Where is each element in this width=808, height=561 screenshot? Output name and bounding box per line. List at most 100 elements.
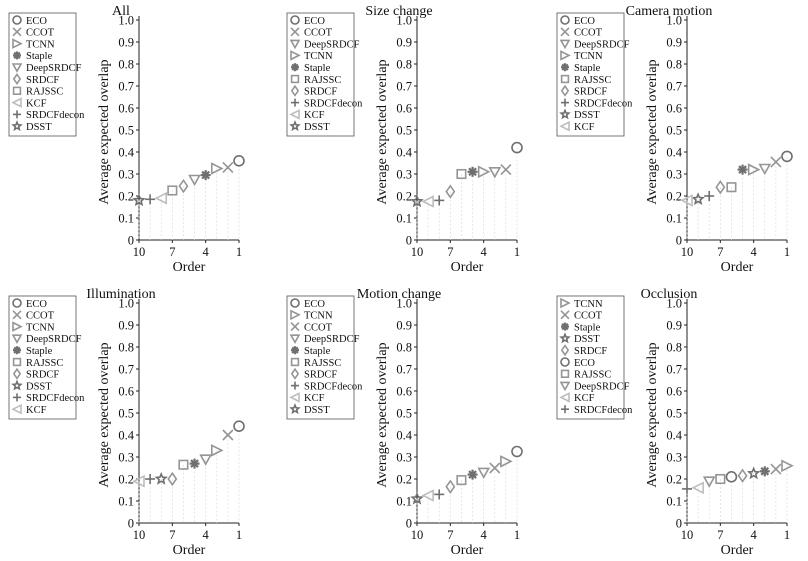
x-tick-label: 1 <box>514 245 520 259</box>
x-tick-label: 7 <box>717 528 723 542</box>
legend-label: SRDCFdecon <box>574 405 633 416</box>
legend-label: SRDCF <box>304 87 337 98</box>
legend-marker-dsst <box>11 120 23 132</box>
y-tick-label: 0.2 <box>666 473 682 487</box>
legend-label: SRDCF <box>574 87 607 98</box>
y-tick-label: 0.7 <box>396 363 412 377</box>
data-point-srdcf <box>715 180 726 195</box>
legend-label: CCOT <box>26 28 55 39</box>
y-tick-label: 0.3 <box>396 168 412 182</box>
data-point-eco <box>233 420 245 432</box>
legend-label: DeepSRDCF <box>26 334 82 345</box>
legend-marker-srdcf <box>290 84 300 97</box>
y-tick-label: 0.8 <box>666 341 682 355</box>
data-point-srdcf <box>445 479 456 494</box>
y-tick-label: 0 <box>676 234 682 248</box>
legend-label: DSST <box>304 405 330 416</box>
y-tick-label: 1.0 <box>118 14 134 28</box>
x-tick-label: 10 <box>411 245 424 259</box>
y-tick-label: 0.4 <box>118 429 134 443</box>
legend-label: KCF <box>574 122 595 133</box>
x-axis-title: Order <box>451 260 484 275</box>
legend-label: DeepSRDCF <box>304 39 360 50</box>
data-point-dsst <box>746 466 761 480</box>
data-point-deepsrdcf <box>199 454 213 466</box>
legend-marker-eco <box>290 298 300 308</box>
legend-marker-kcf <box>11 403 22 415</box>
legend-label: KCF <box>26 405 47 416</box>
y-tick-label: 0.1 <box>666 495 682 509</box>
legend-label: ECO <box>574 16 595 27</box>
data-point-dsst <box>132 193 146 207</box>
data-point-srdcfdecon <box>145 194 156 205</box>
data-point-deepsrdcf <box>488 167 502 179</box>
legend-marker-deepsrdcf <box>11 63 23 73</box>
y-axis-title: Average expected overlap <box>375 59 390 204</box>
legend-marker-staple <box>13 346 21 355</box>
y-tick-label: 0.1 <box>666 212 682 226</box>
legend-label: RAJSSC <box>26 87 63 98</box>
data-point-srdcf <box>178 178 189 194</box>
y-tick-label: 0.6 <box>396 385 412 399</box>
y-tick-label: 0.7 <box>666 363 682 377</box>
data-point-tcnn <box>477 165 491 179</box>
x-tick-label: 4 <box>481 528 488 542</box>
legend-marker-ccot <box>560 310 570 320</box>
data-point-deepsrdcf <box>702 476 716 488</box>
y-tick-label: 0.6 <box>118 102 134 116</box>
legend-marker-deepsrdcf <box>559 381 571 392</box>
y-tick-label: 0.2 <box>118 190 134 204</box>
legend-label: ECO <box>304 16 325 27</box>
legend-label: SRDCFdecon <box>304 381 363 392</box>
legend-marker-srdcfdecon <box>13 110 21 119</box>
legend-label: DSST <box>26 122 52 133</box>
data-point-kcf <box>691 481 704 495</box>
legend-marker-srdcf <box>290 367 300 380</box>
data-point-kcf <box>421 489 434 502</box>
data-point-rajssc <box>456 168 467 180</box>
legend-label: ECO <box>574 358 595 369</box>
legend-label: Staple <box>574 322 601 333</box>
y-tick-label: 0.5 <box>396 407 412 421</box>
y-tick-label: 0.5 <box>396 124 412 138</box>
legend-label: RAJSSC <box>574 75 611 86</box>
y-tick-label: 0.2 <box>666 190 682 204</box>
panel-title: Size change <box>365 4 432 19</box>
legend-marker-dsst <box>559 332 571 344</box>
y-tick-label: 0.3 <box>396 451 412 465</box>
legend-label: TCNN <box>574 51 603 62</box>
legend-marker-eco <box>560 15 570 25</box>
legend-marker-staple <box>291 346 299 355</box>
legend-box <box>286 12 355 137</box>
panel-size-change: Size change 0 0.1 0.2 0.3 0.4 0.5 0.6 0.7 0.8 0.9 1… <box>286 4 523 275</box>
y-tick-label: 1.0 <box>118 297 134 311</box>
legend-marker-tcnn <box>560 297 571 309</box>
x-axis-title: Order <box>721 543 754 558</box>
y-tick-label: 0.1 <box>118 212 134 226</box>
data-point-deepsrdcf <box>477 467 491 480</box>
data-point-srdcfdecon <box>145 474 156 484</box>
data-point-ccot <box>770 463 782 475</box>
x-tick-label: 1 <box>236 528 242 542</box>
legend-label: ECO <box>26 299 47 310</box>
x-axis-title: Order <box>451 543 484 558</box>
y-tick-label: 0.6 <box>118 385 134 399</box>
panel-motion-change: Motion change 0 0.1 0.2 0.3 0.4 0.5 0.6 0.7 0.8 0.… <box>286 287 523 558</box>
legend-marker-srdcf <box>12 72 22 86</box>
y-tick-label: 0.8 <box>666 58 682 72</box>
y-tick-label: 0.6 <box>666 385 682 399</box>
legend-marker-kcf <box>559 392 570 403</box>
data-point-eco <box>233 155 245 167</box>
y-tick-label: 0.5 <box>118 407 134 421</box>
data-point-tcnn <box>210 162 224 175</box>
legend-label: KCF <box>304 110 325 121</box>
y-tick-label: 0.8 <box>118 58 134 72</box>
legend-marker-staple <box>561 322 569 331</box>
y-tick-label: 0.7 <box>118 80 134 94</box>
legend-label: RAJSSC <box>574 370 611 381</box>
legend-marker-deepsrdcf <box>289 334 301 345</box>
y-tick-label: 0.5 <box>666 124 682 138</box>
y-axis-title: Average expected overlap <box>97 342 112 487</box>
legend-marker-srdcfdecon <box>561 405 569 414</box>
